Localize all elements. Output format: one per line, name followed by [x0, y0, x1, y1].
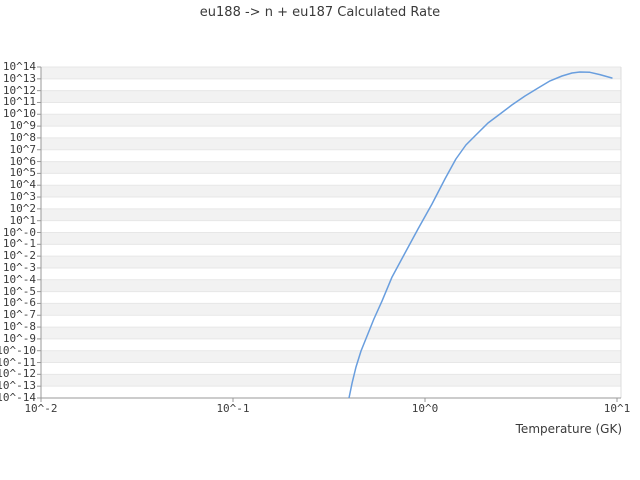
y-tick-label: 10^-5: [2, 284, 36, 298]
y-tick-label: 10^-0: [2, 225, 36, 239]
y-tick-label: 10^14: [2, 60, 36, 73]
y-tick-label: 10^11: [2, 95, 36, 109]
y-tick-label: 10^12: [2, 83, 36, 97]
y-tick-label: 10^6: [9, 154, 37, 168]
x-tick-label: 10^-2: [24, 402, 58, 415]
y-tick-label: 10^-8: [2, 320, 36, 334]
axis-tick-marks: [37, 66, 618, 402]
y-tick-label: 10^4: [9, 178, 37, 192]
y-tick-label: 10^-10: [0, 343, 36, 357]
y-tick-label: 10^13: [2, 71, 36, 85]
x-axis-title: Temperature (GK): [515, 422, 622, 436]
y-tick-label: 10^10: [2, 107, 36, 121]
y-tick-label: 10^3: [9, 190, 37, 204]
horizontal-gridlines: [41, 66, 622, 399]
x-tick-label: 10^0: [411, 402, 439, 415]
y-tick-label: 10^2: [9, 201, 37, 215]
y-tick-label: 10^-7: [2, 308, 36, 322]
y-tick-label: 10^-2: [2, 249, 36, 263]
rate-curve: [348, 71, 613, 398]
x-tick-label: 10^1: [603, 402, 631, 415]
y-tick-label: 10^-14: [0, 391, 36, 404]
y-tick-label: 10^7: [9, 142, 37, 156]
y-tick-label: 10^5: [9, 166, 37, 180]
y-tick-label: 10^-1: [2, 237, 36, 251]
y-tick-label: 10^1: [9, 213, 37, 227]
y-tick-label: 10^-6: [2, 296, 36, 310]
y-tick-label: 10^8: [9, 130, 37, 144]
y-tick-label: 10^-3: [2, 260, 36, 274]
y-tick-label: 10^9: [9, 119, 37, 133]
decade-bands: [41, 67, 621, 387]
y-tick-label: 10^-12: [0, 367, 36, 381]
y-tick-label: 10^-9: [2, 331, 36, 345]
chart-title: eu188 -> n + eu187 Calculated Rate: [199, 5, 441, 20]
y-tick-label: 10^-13: [0, 379, 36, 393]
y-tick-label: 10^-4: [2, 272, 36, 286]
x-tick-label: 10^-1: [216, 402, 250, 415]
y-tick-label: 10^-11: [0, 355, 36, 369]
